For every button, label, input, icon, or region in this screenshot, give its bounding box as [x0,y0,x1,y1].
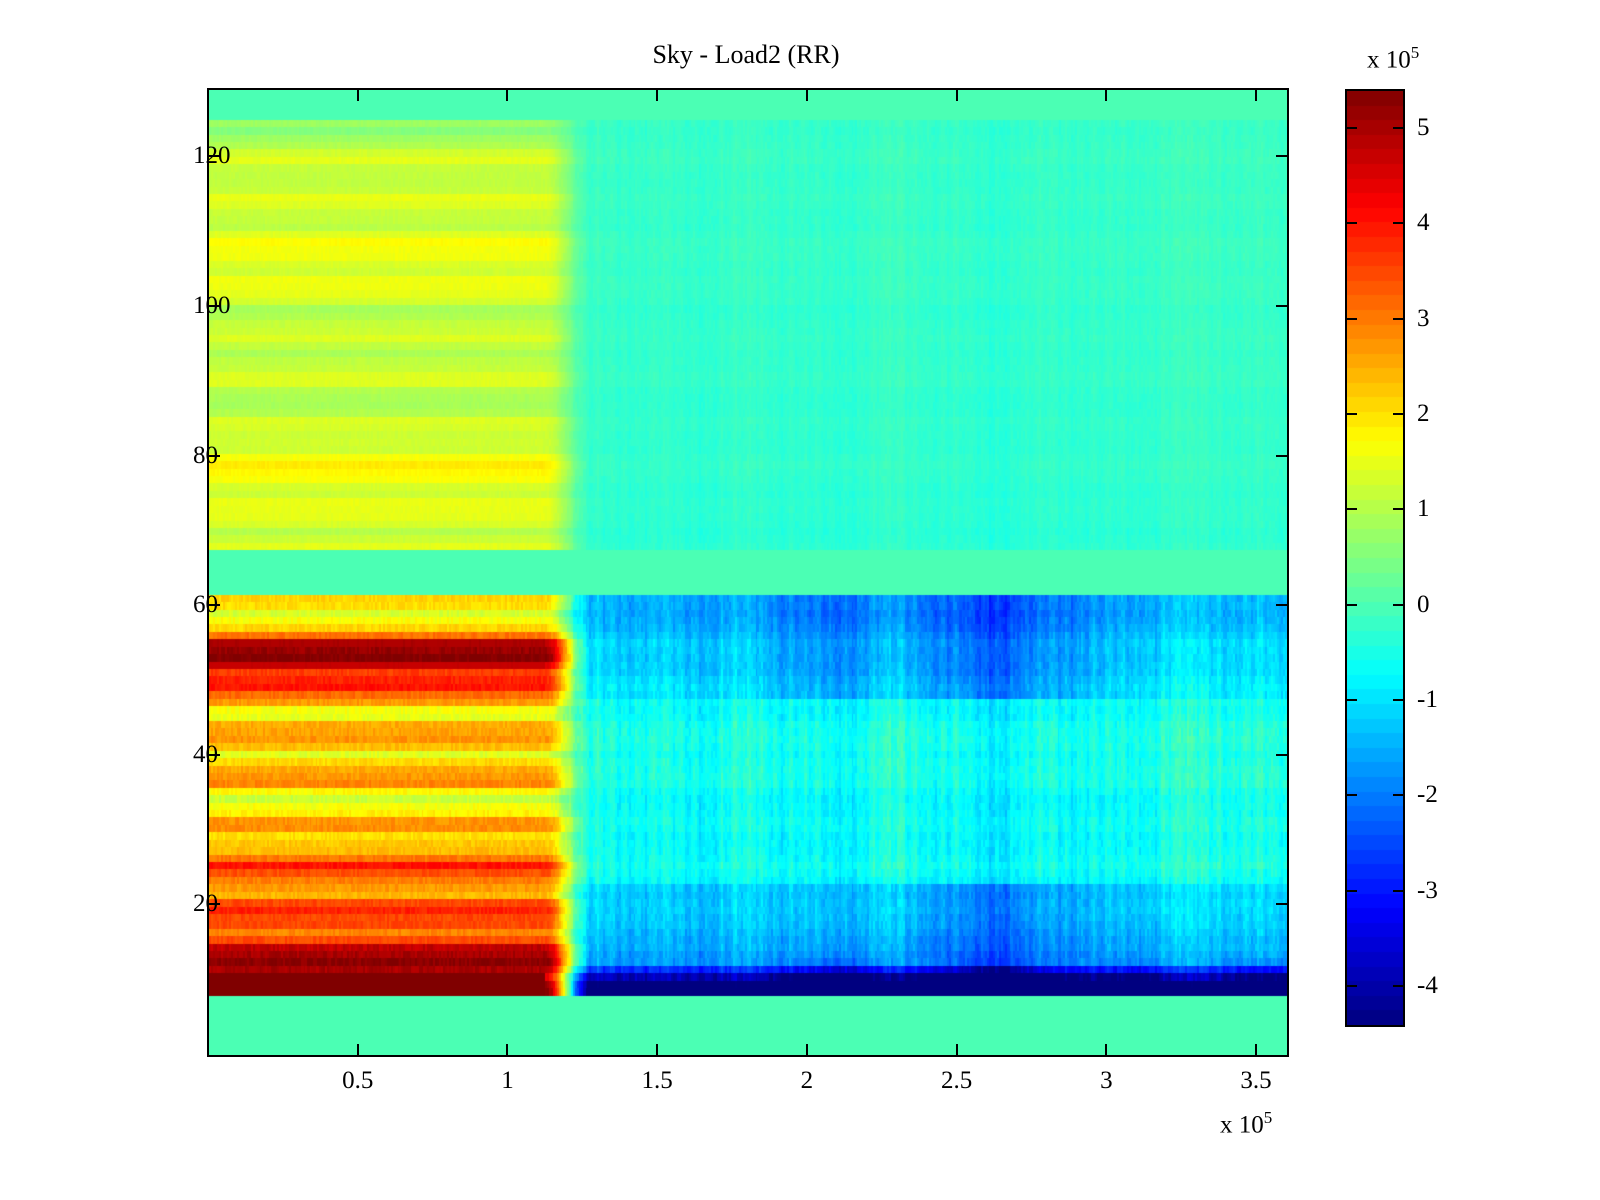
colorbar-tick-right-4 [1393,222,1403,225]
colorbar-tick-right--4 [1393,984,1403,987]
colorbar-tick-right--3 [1393,889,1403,892]
x-axis-tick-1 [506,1044,509,1055]
colorbar-tick-left-0 [1347,603,1357,606]
y-axis-tick-right-20 [1276,903,1287,906]
y-axis-tick-60 [209,604,220,607]
x-axis-ticklabel: 3.5 [1240,1067,1272,1094]
heatmap-axes[interactable] [207,88,1289,1057]
colorbar-tick-right-2 [1393,413,1403,416]
x-axis-tick-top-1 [506,90,509,101]
heatmap-image[interactable] [209,90,1287,1055]
x-axis-tick-1.5 [656,1044,659,1055]
colorbar-ticklabel: 2 [1417,400,1430,428]
colorbar-tick-right-5 [1393,127,1403,130]
x-axis-ticklabel: 2.5 [940,1067,973,1094]
colorbar-tick-left--2 [1347,794,1357,797]
x-axis-tick-3 [1105,1044,1108,1055]
colorbar-tick-left-3 [1347,317,1357,320]
x-axis-tick-2.5 [955,1044,958,1055]
x-axis-tick-0.5 [356,1044,359,1055]
colorbar-ticklabel: 1 [1417,495,1430,523]
x-axis-tick-3.5 [1255,1044,1258,1055]
x-axis-tick-top-3.5 [1255,90,1258,101]
colorbar-ticklabel: -1 [1417,685,1438,713]
colorbar-tick-left--4 [1347,984,1357,987]
y-axis-tick-120 [209,155,220,158]
x-axis-ticklabel: 2 [800,1067,814,1094]
colorbar-tick-left-4 [1347,222,1357,225]
colorbar-tick-left-2 [1347,413,1357,416]
colorbar-tick-right--2 [1393,794,1403,797]
x-axis-tick-top-3 [1105,90,1108,101]
colorbar-tick-left-5 [1347,127,1357,130]
colorbar-ticklabel: -4 [1417,971,1438,999]
y-axis-tick-40 [209,753,220,756]
colorbar-tick-right-1 [1393,508,1403,511]
colorbar-tick-right-3 [1393,317,1403,320]
colorbar-ticklabel: 0 [1417,590,1430,618]
colorbar-exponent-label: x 105 [1367,43,1420,74]
x-axis-ticklabel: 1 [501,1067,514,1094]
x-axis-exponent-label: x 105 [1220,1108,1273,1139]
x-axis-tick-top-2.5 [955,90,958,101]
x-axis-tick-top-1.5 [656,90,659,101]
x-axis-ticklabel: 1.5 [641,1067,673,1094]
colorbar-tick-left--3 [1347,889,1357,892]
colorbar[interactable] [1345,89,1405,1027]
colorbar-ticklabel: 3 [1417,304,1430,332]
x-axis-tick-top-0.5 [356,90,359,101]
colorbar-ticklabel: -2 [1417,781,1438,809]
y-axis-tick-20 [209,903,220,906]
colorbar-ticklabel: 4 [1417,209,1430,237]
colorbar-ticklabel: 5 [1417,114,1430,142]
x-axis-tick-2 [805,1044,808,1055]
colorbar-tick-left-1 [1347,508,1357,511]
y-axis-tick-right-100 [1276,304,1287,307]
page-title: Sky - Load2 (RR) [652,40,840,69]
colorbar-ticklabel: -3 [1417,876,1438,904]
y-axis-tick-right-40 [1276,753,1287,756]
y-axis-tick-100 [209,304,220,307]
colorbar-tick-right--1 [1393,698,1403,701]
y-axis-tick-right-120 [1276,155,1287,158]
y-axis-tick-80 [209,454,220,457]
colorbar-tick-left--1 [1347,698,1357,701]
colorbar-gradient[interactable] [1347,91,1403,1025]
colorbar-tick-right-0 [1393,603,1403,606]
x-axis-ticklabel: 3 [1100,1067,1113,1094]
x-axis-ticklabel: 0.5 [342,1067,374,1094]
y-axis-tick-right-60 [1276,604,1287,607]
x-axis-tick-top-2 [805,90,808,101]
y-axis-tick-right-80 [1276,454,1287,457]
